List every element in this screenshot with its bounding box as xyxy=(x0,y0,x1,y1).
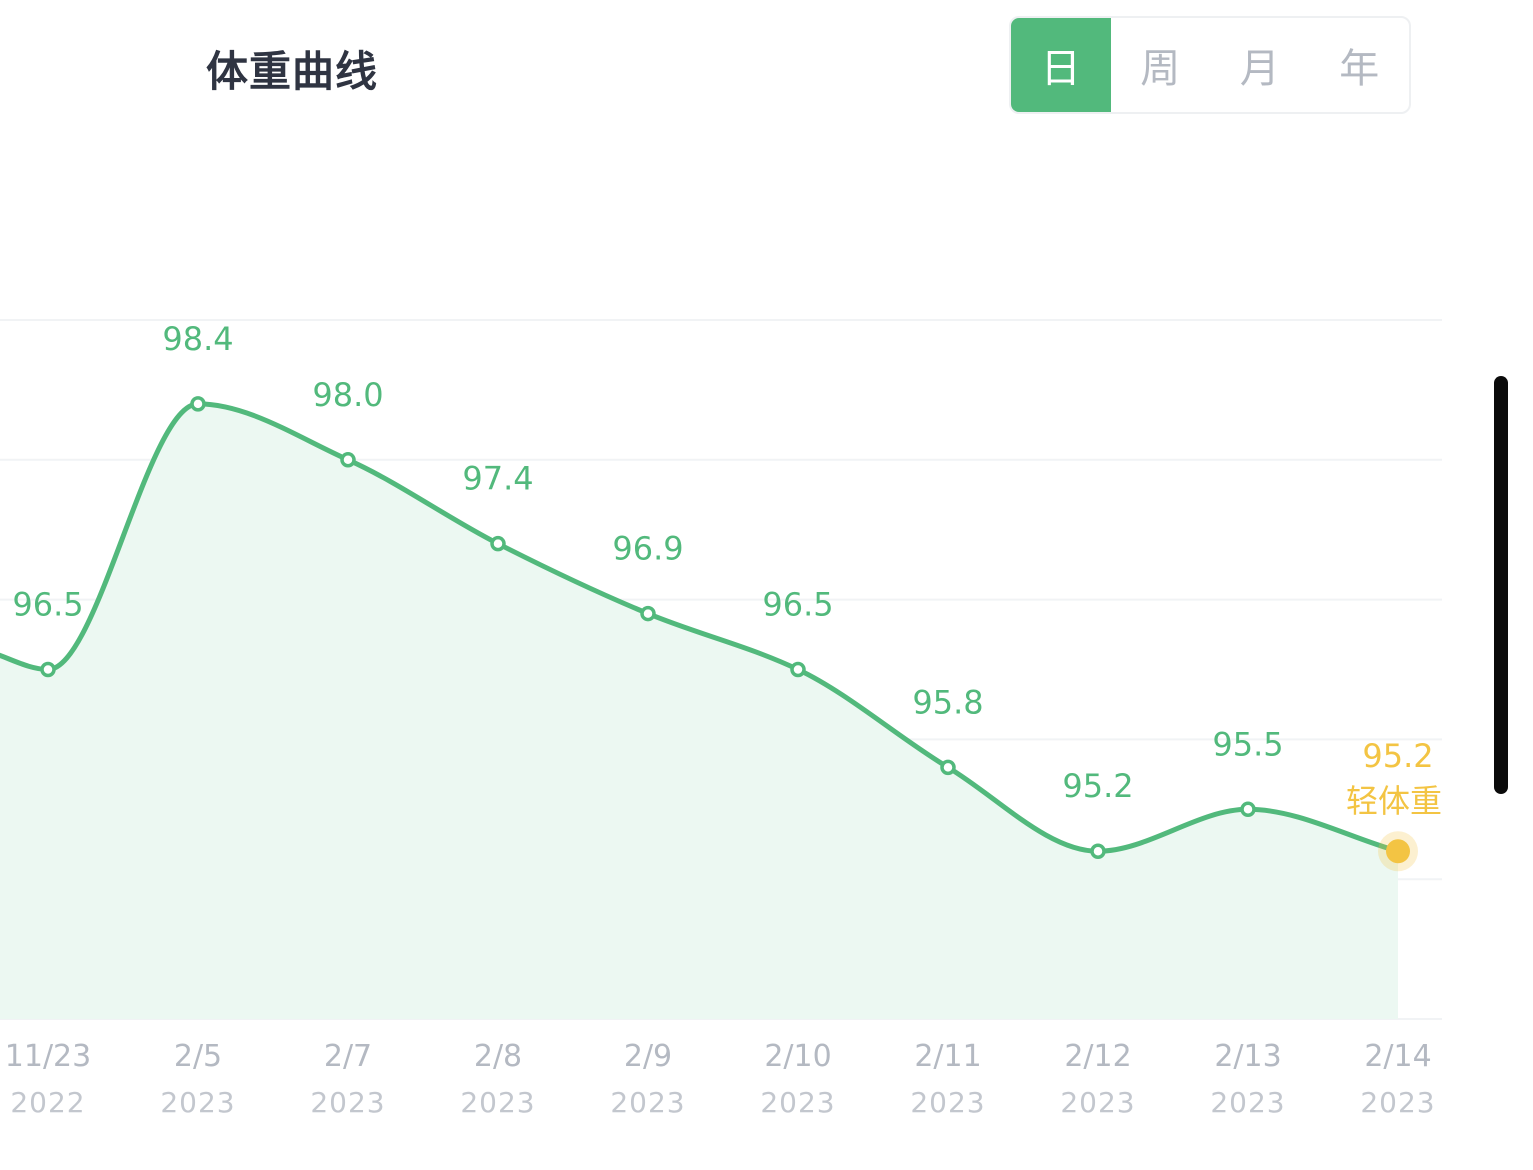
data-label: 95.8 xyxy=(912,683,983,721)
x-tick-year: 2023 xyxy=(460,1086,535,1119)
x-tick-label: 2/7 xyxy=(324,1039,372,1074)
x-tick-label: 2/11 xyxy=(914,1039,981,1074)
x-tick-label: 2/13 xyxy=(1214,1039,1281,1074)
x-tick-label: 2/9 xyxy=(624,1039,672,1074)
tab-month[interactable]: 月 xyxy=(1239,46,1280,92)
x-tick-year: 2022 xyxy=(10,1086,85,1119)
x-tick-year: 2023 xyxy=(160,1086,235,1119)
data-label: 96.5 xyxy=(762,586,833,624)
x-tick-year: 2023 xyxy=(1060,1086,1135,1119)
x-tick-year: 2023 xyxy=(310,1086,385,1119)
tab-year[interactable]: 年 xyxy=(1339,46,1380,92)
x-tick-year: 2023 xyxy=(1210,1086,1285,1119)
data-point xyxy=(940,759,956,776)
x-tick-year: 2023 xyxy=(1360,1086,1435,1119)
data-label: 98.4 xyxy=(162,320,233,358)
data-label: 96.5 xyxy=(12,586,83,624)
tab-week[interactable]: 周 xyxy=(1140,46,1181,92)
x-tick-label: 2/14 xyxy=(1364,1039,1431,1074)
period-segmented-control: 日 周 月 年 xyxy=(1009,16,1411,114)
x-tick-label: 2/12 xyxy=(1064,1039,1131,1074)
data-point xyxy=(1240,801,1256,818)
data-point xyxy=(640,605,656,622)
x-tick-label: 11/23 xyxy=(5,1039,91,1074)
data-label: 98.0 xyxy=(312,376,383,414)
data-label: 96.9 xyxy=(612,530,683,568)
x-tick-label: 2/10 xyxy=(764,1039,831,1074)
area-fill xyxy=(0,403,1398,1019)
highlight-caption: 轻体重 xyxy=(1346,782,1442,820)
x-tick-year: 2023 xyxy=(760,1086,835,1119)
data-point xyxy=(1090,843,1106,859)
data-label: 97.4 xyxy=(462,460,533,498)
x-tick-label: 2/5 xyxy=(174,1039,222,1074)
data-point xyxy=(790,661,806,678)
data-point xyxy=(340,452,356,468)
highlight-point xyxy=(1386,839,1410,864)
x-tick-label: 2/8 xyxy=(474,1039,522,1074)
data-label: 95.5 xyxy=(1212,725,1283,763)
x-tick-year: 2023 xyxy=(910,1086,985,1119)
chart-title: 体重曲线 xyxy=(206,47,379,96)
data-point xyxy=(490,535,506,552)
data-label: 95.2 xyxy=(1062,767,1133,805)
tab-day[interactable]: 日 xyxy=(1011,18,1111,112)
data-point xyxy=(190,396,206,412)
data-label: 95.2 xyxy=(1362,737,1433,775)
data-point xyxy=(40,661,56,678)
x-tick-year: 2023 xyxy=(610,1086,685,1119)
vertical-scrollbar[interactable] xyxy=(1494,376,1508,794)
